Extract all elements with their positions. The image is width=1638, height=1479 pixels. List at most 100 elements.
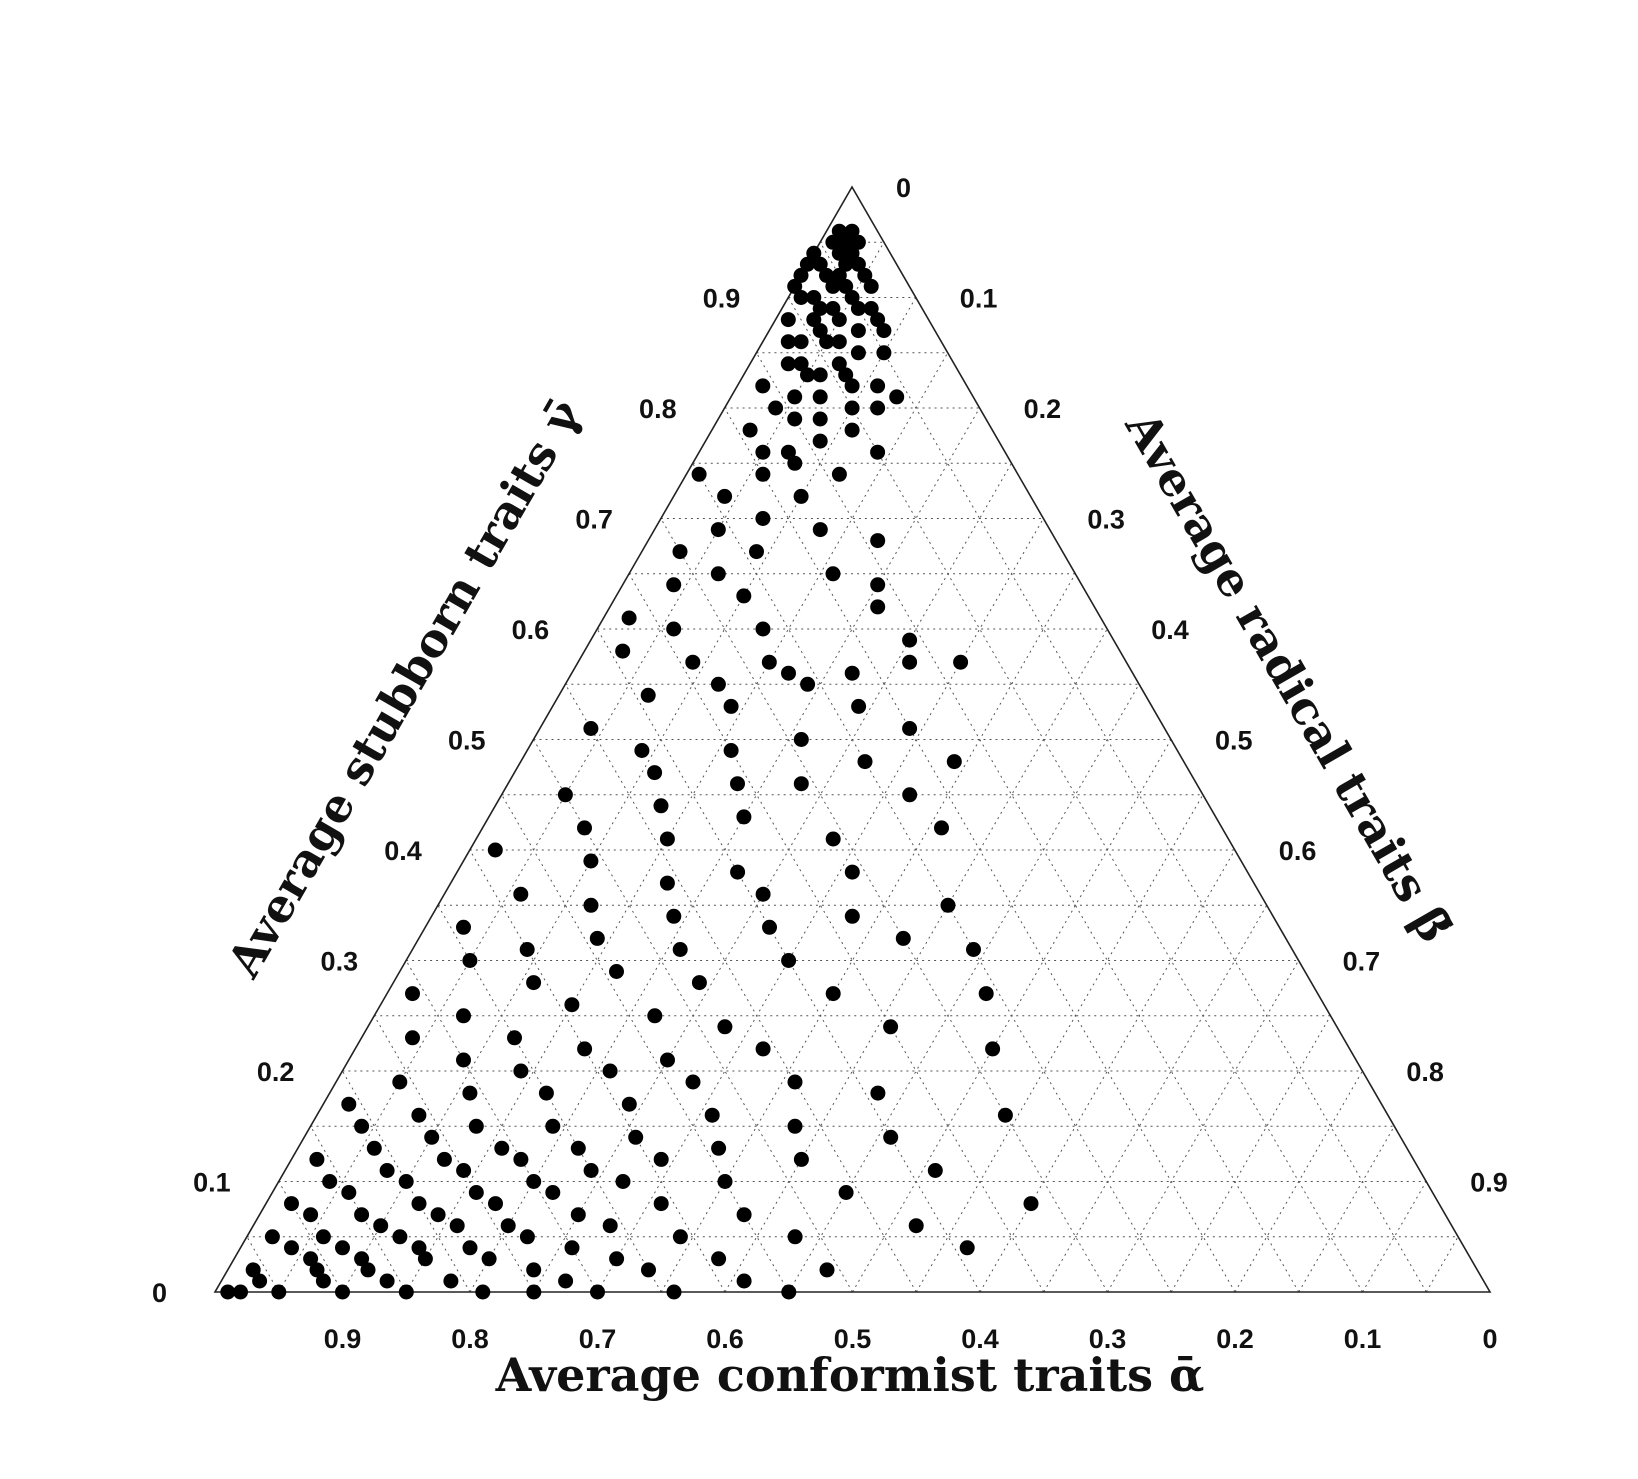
data-point	[641, 1262, 656, 1278]
data-point	[850, 256, 866, 272]
data-point	[443, 1273, 459, 1289]
grid-line-alpha	[373, 1015, 535, 1293]
data-point	[653, 1151, 669, 1167]
data-point	[558, 1273, 574, 1289]
data-point	[844, 290, 860, 305]
data-point	[883, 1129, 899, 1145]
data-point	[825, 301, 841, 316]
bottom-tick-label: 0.9	[324, 1324, 362, 1354]
right-tick-label: 0.6	[1279, 836, 1317, 866]
left-tick-label: 0.9	[703, 284, 741, 314]
bottom-tick-label: 0.3	[1089, 1324, 1127, 1354]
data-point	[736, 1273, 752, 1289]
data-point	[609, 964, 624, 979]
data-point	[876, 323, 892, 339]
data-point	[844, 908, 860, 924]
data-point	[870, 533, 886, 549]
data-point	[271, 1284, 287, 1300]
data-point	[819, 267, 834, 283]
grid-line-beta	[1043, 905, 1268, 1293]
data-point	[557, 787, 573, 803]
right-tick-label: 0.8	[1406, 1057, 1444, 1087]
data-point	[602, 1218, 618, 1234]
data-point	[456, 1163, 472, 1178]
data-point	[780, 444, 796, 460]
data-point	[341, 1185, 357, 1200]
data-point	[806, 312, 822, 328]
data-point	[793, 356, 809, 372]
data-point	[640, 687, 656, 703]
data-point	[621, 1096, 637, 1112]
data-point	[831, 312, 847, 328]
data-point	[876, 345, 892, 361]
data-point	[831, 245, 847, 261]
data-point	[825, 566, 841, 582]
data-point	[634, 743, 650, 758]
data-point	[570, 1140, 586, 1156]
data-point	[723, 698, 739, 714]
bottom-tick-label: 0.1	[1344, 1324, 1382, 1354]
data-point	[723, 743, 739, 758]
data-point	[220, 1284, 236, 1300]
data-point	[462, 1085, 478, 1101]
data-point	[902, 721, 918, 736]
data-point	[895, 930, 911, 946]
data-point	[647, 1008, 663, 1024]
bottom-tick-label: 0.7	[579, 1324, 617, 1354]
right-tick-label: 0.7	[1343, 947, 1381, 977]
data-point	[379, 1163, 395, 1178]
data-point	[615, 643, 631, 659]
data-point	[959, 1240, 975, 1256]
data-point	[475, 1284, 491, 1300]
data-point	[411, 1107, 427, 1123]
data-point	[831, 356, 847, 372]
data-point	[812, 389, 828, 405]
data-point	[883, 1019, 899, 1035]
data-point	[354, 1207, 370, 1223]
data-point	[800, 367, 815, 383]
data-point	[335, 1240, 350, 1256]
bottom-tick-label: 0	[1482, 1324, 1497, 1354]
data-point	[838, 1185, 854, 1200]
right-tick-label: 0	[896, 173, 911, 203]
data-point	[462, 953, 478, 968]
bottom-tick-label: 0.2	[1216, 1324, 1254, 1354]
data-point	[793, 290, 809, 305]
data-point	[309, 1262, 325, 1278]
data-point	[653, 798, 669, 814]
data-point	[659, 831, 675, 847]
data-point	[844, 864, 860, 880]
data-point	[666, 577, 682, 593]
data-point	[831, 466, 847, 482]
right-tick-label: 0.9	[1470, 1168, 1508, 1198]
right-tick-label: 0.5	[1215, 726, 1253, 756]
data-point	[889, 389, 905, 405]
data-point	[309, 1151, 325, 1167]
data-point	[430, 1207, 446, 1223]
data-point	[519, 1229, 535, 1245]
data-point	[844, 378, 860, 394]
data-point	[812, 256, 828, 272]
grid-line-beta	[915, 794, 1204, 1293]
data-point	[322, 1174, 338, 1189]
left-axis-title: Average stubborn traits γ̄	[216, 390, 592, 987]
data-point	[315, 1229, 331, 1245]
grid-line-beta	[597, 518, 1044, 1293]
data-point	[315, 1273, 331, 1289]
grid-line-beta	[852, 739, 1172, 1293]
data-point	[462, 1240, 478, 1256]
data-point	[902, 632, 918, 648]
data-point	[850, 301, 866, 316]
data-point	[710, 676, 726, 692]
grid-line-beta	[660, 573, 1076, 1293]
data-point	[978, 986, 994, 1002]
data-point	[844, 223, 860, 239]
data-point	[966, 942, 981, 957]
data-point	[672, 544, 688, 560]
data-point	[838, 367, 854, 383]
grid-line-alpha	[756, 352, 1300, 1293]
data-point	[602, 1063, 618, 1079]
data-point	[812, 367, 828, 383]
data-point	[487, 842, 503, 858]
data-point	[812, 411, 828, 427]
